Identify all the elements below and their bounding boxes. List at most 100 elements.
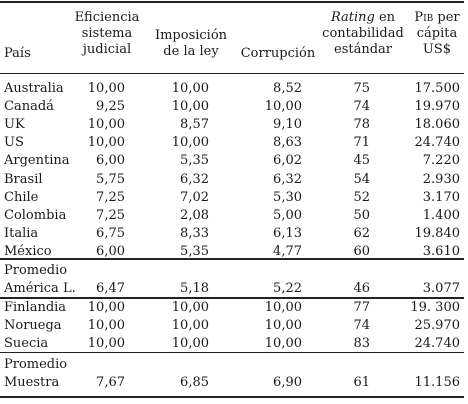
cell-corrupcion: 10,00	[264, 300, 302, 315]
cell-pib: 3.610	[422, 244, 460, 259]
cell-eficiencia: 7,67	[96, 375, 125, 390]
cell-corrupcion: 6,13	[273, 226, 302, 241]
cell-pais: Argentina	[4, 153, 70, 168]
cell-imposicion: 5,18	[180, 281, 209, 296]
cell-pais: Colombia	[4, 208, 67, 223]
cell-rating: 62	[353, 226, 370, 241]
cell-promedio-label-2: América L.	[4, 281, 76, 296]
cell-corrupcion: 8,52	[273, 81, 302, 96]
cell-pib: 2.930	[422, 172, 460, 187]
cell-eficiencia: 10,00	[87, 117, 125, 132]
rating-word: Rating	[330, 10, 375, 25]
cell-rating: 78	[353, 117, 370, 132]
cell-rating: 54	[353, 172, 370, 187]
cell-pib: 11.156	[414, 375, 461, 390]
cell-pib: 17.500	[414, 81, 461, 96]
cell-imposicion: 7,02	[180, 190, 209, 205]
cell-pais: UK	[4, 117, 25, 132]
cell-imposicion: 10,00	[171, 81, 209, 96]
cell-rating: 52	[353, 190, 370, 205]
cell-rating: 71	[353, 135, 370, 150]
cell-imposicion: 10,00	[171, 336, 209, 351]
cell-promedio-label: Promedio	[4, 263, 68, 278]
cell-pib: 18.060	[414, 117, 461, 132]
cell-corrupcion: 10,00	[264, 318, 302, 333]
cell-pib: 3.170	[422, 190, 460, 205]
cell-pib: 19.840	[414, 226, 461, 241]
cell-pib: 24.740	[414, 336, 461, 351]
cell-corrupcion: 5,22	[273, 281, 302, 296]
cell-corrupcion: 8,63	[273, 135, 302, 150]
header-eficiencia: Eficiencia sistema judicial	[74, 10, 140, 57]
cell-pais: Brasil	[4, 172, 43, 187]
promedio-al-end-rule	[0, 297, 464, 299]
cell-rating: 75	[353, 81, 370, 96]
cell-pib: 1.400	[422, 208, 460, 223]
cell-corrupcion: 10,00	[264, 336, 302, 351]
cell-eficiencia: 6,47	[96, 281, 125, 296]
cell-eficiencia: 6,75	[96, 226, 125, 241]
cell-eficiencia: 6,00	[96, 153, 125, 168]
cell-corrupcion: 10,00	[264, 99, 302, 114]
header-rating: Rating en contabilidad estándar	[322, 10, 404, 57]
cell-eficiencia: 9,25	[96, 99, 125, 114]
cell-pais: Chile	[4, 190, 39, 205]
cell-eficiencia: 6,00	[96, 244, 125, 259]
cell-imposicion: 6,85	[180, 375, 209, 390]
cell-corrupcion: 5,00	[273, 208, 302, 223]
cell-pib: 19. 300	[410, 300, 460, 315]
header-corrupcion: Corrupción	[240, 46, 316, 61]
cell-rating: 83	[353, 336, 370, 351]
cell-eficiencia: 5,75	[96, 172, 125, 187]
cell-imposicion: 10,00	[171, 300, 209, 315]
cell-pais: Noruega	[4, 318, 62, 333]
cell-imposicion: 10,00	[171, 99, 209, 114]
cell-eficiencia: 10,00	[87, 318, 125, 333]
cell-pais: US	[4, 135, 24, 150]
cell-promedio-label: Promedio	[4, 357, 68, 372]
cell-pib: 25.970	[414, 318, 461, 333]
cell-eficiencia: 10,00	[87, 81, 125, 96]
cell-eficiencia: 10,00	[87, 336, 125, 351]
group1-end-rule	[0, 258, 464, 260]
cell-imposicion: 8,57	[180, 117, 209, 132]
cell-eficiencia: 7,25	[96, 208, 125, 223]
pib-word: Pib	[414, 10, 434, 25]
cell-pais: Canadá	[4, 99, 54, 114]
cell-rating: 74	[353, 99, 370, 114]
cell-rating: 45	[353, 153, 370, 168]
cell-pais: Finlandia	[4, 300, 67, 315]
rating-en: en	[374, 10, 396, 25]
cell-corrupcion: 6,32	[273, 172, 302, 187]
cell-imposicion: 5,35	[180, 244, 209, 259]
cell-pais: Italia	[4, 226, 39, 241]
group2-end-rule	[0, 352, 464, 353]
cell-rating: 77	[353, 300, 370, 315]
cell-imposicion: 2,08	[180, 208, 209, 223]
cell-pib: 7.220	[422, 153, 460, 168]
cell-eficiencia: 7,25	[96, 190, 125, 205]
cell-eficiencia: 10,00	[87, 300, 125, 315]
cell-rating: 46	[353, 281, 370, 296]
cell-corrupcion: 9,10	[273, 117, 302, 132]
header-pib: Pib per cápita US$	[414, 10, 460, 57]
cell-imposicion: 10,00	[171, 135, 209, 150]
header-pais: País	[4, 46, 31, 61]
cell-imposicion: 8,33	[180, 226, 209, 241]
cell-corrupcion: 5,30	[273, 190, 302, 205]
cell-rating: 61	[353, 375, 370, 390]
pib-per: per	[433, 10, 460, 25]
cell-promedio-label-2: Muestra	[4, 375, 60, 390]
cell-rating: 50	[353, 208, 370, 223]
header-imposicion: Imposición de la ley	[154, 28, 228, 59]
cell-corrupcion: 6,02	[273, 153, 302, 168]
header-rule	[0, 73, 464, 74]
bottom-rule	[0, 396, 464, 398]
cell-pib: 19.970	[414, 99, 461, 114]
cell-corrupcion: 6,90	[273, 375, 302, 390]
cell-imposicion: 6,32	[180, 172, 209, 187]
cell-eficiencia: 10,00	[87, 135, 125, 150]
cell-rating: 60	[353, 244, 370, 259]
cell-imposicion: 10,00	[171, 318, 209, 333]
